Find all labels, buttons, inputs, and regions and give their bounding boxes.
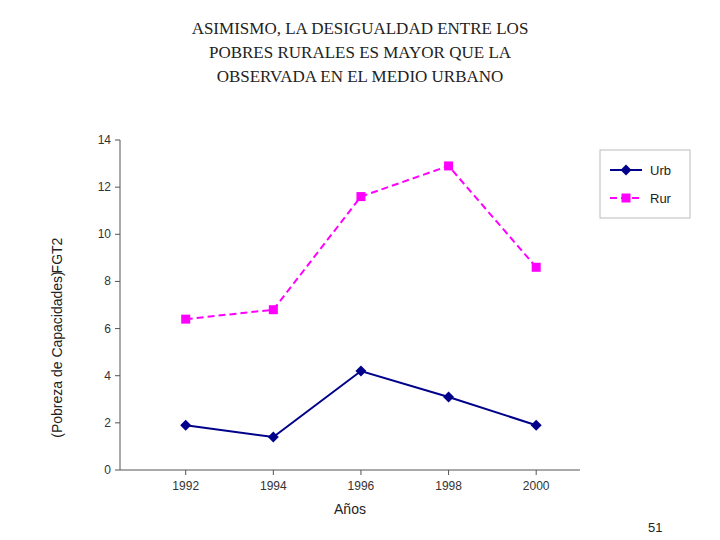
data-point xyxy=(532,263,541,272)
y-tick-label: 2 xyxy=(104,416,111,430)
plot-area xyxy=(180,161,541,442)
y-tick-label: 14 xyxy=(98,133,112,147)
y-tick-label: 4 xyxy=(104,369,111,383)
x-tick-label: 1994 xyxy=(260,479,287,493)
x-tick xyxy=(273,470,274,475)
data-point xyxy=(443,391,454,402)
x-tick xyxy=(360,470,361,475)
legend-label: Rur xyxy=(650,191,672,206)
x-tick xyxy=(448,470,449,475)
y-tick-label: 0 xyxy=(104,463,111,477)
x-tick-label: 1992 xyxy=(172,479,199,493)
y-tick xyxy=(115,375,120,376)
data-point xyxy=(531,420,542,431)
y-tick-label: 10 xyxy=(98,227,112,241)
series-line xyxy=(186,166,536,319)
y-tick xyxy=(115,328,120,329)
legend-marker xyxy=(621,165,632,176)
x-tick-label: 1996 xyxy=(348,479,375,493)
x-axis-label: Años xyxy=(334,501,366,517)
data-point xyxy=(356,192,365,201)
data-point xyxy=(181,315,190,324)
page-number: 51 xyxy=(648,520,662,535)
legend: Urb Rur xyxy=(600,150,690,218)
y-axis-line xyxy=(120,140,121,470)
x-tick-label: 1998 xyxy=(435,479,462,493)
y-tick xyxy=(115,281,120,282)
y-tick-label: 12 xyxy=(98,180,112,194)
data-point xyxy=(355,366,366,377)
y-axis-label: (Pobreza de Capacidades) xyxy=(49,271,65,438)
data-point xyxy=(180,420,191,431)
y-tick xyxy=(115,187,120,188)
legend-frame xyxy=(600,150,690,218)
series-line xyxy=(186,371,536,437)
x-axis-line xyxy=(120,470,580,471)
title-line: ASIMISMO, LA DESIGUALDAD ENTRE LOS xyxy=(192,19,529,38)
title-line: POBRES RURALES ES MAYOR QUE LA xyxy=(209,43,512,62)
title-line: OBSERVADA EN EL MEDIO URBANO xyxy=(217,67,504,86)
x-tick xyxy=(536,470,537,475)
x-tick-label: 2000 xyxy=(523,479,550,493)
data-point xyxy=(268,432,279,443)
y-tick xyxy=(115,470,120,471)
y-tick-label: 6 xyxy=(104,322,111,336)
data-point xyxy=(444,161,453,170)
y-tick-label: 8 xyxy=(104,274,111,288)
y-tick xyxy=(115,234,120,235)
y-tick xyxy=(115,140,120,141)
y-tick xyxy=(115,422,120,423)
x-tick xyxy=(185,470,186,475)
data-point xyxy=(269,305,278,314)
y-axis-label: FGT2 xyxy=(49,237,65,273)
chart-svg: ASIMISMO, LA DESIGUALDAD ENTRE LOS POBRES… xyxy=(0,0,720,540)
legend-marker xyxy=(622,194,631,203)
legend-label: Urb xyxy=(650,163,671,178)
chart-title: ASIMISMO, LA DESIGUALDAD ENTRE LOS POBRES… xyxy=(192,19,529,86)
